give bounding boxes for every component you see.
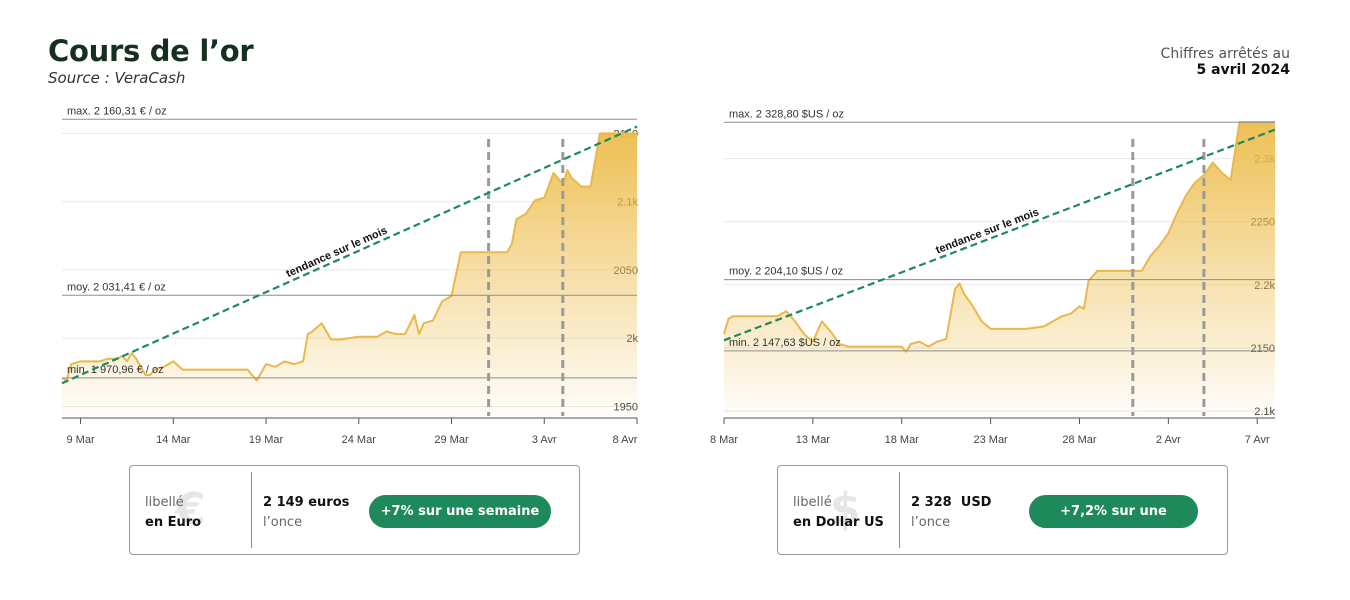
price-area (62, 133, 637, 418)
x-tick-label: 18 Mar (885, 434, 920, 446)
euro-icon: € (175, 484, 206, 535)
card-label-currency: en Euro (145, 515, 202, 530)
as-of-label: Chiffres arrêtés au (1160, 46, 1290, 62)
card-label-top: libellé (793, 495, 832, 510)
trend-label: tendance sur le mois (284, 225, 389, 281)
x-tick-label: 2 Avr (1156, 434, 1181, 446)
page-title: Cours de l’or (48, 34, 254, 68)
card-price-unit: l’once (911, 515, 951, 530)
card-price: 2 149 euros l’once (263, 493, 349, 533)
x-tick-label: 29 Mar (434, 434, 469, 446)
card-label-currency: en Dollar US (793, 515, 884, 530)
reference-label: max. 2 160,31 € / oz (67, 105, 167, 117)
gold-price-charts: 19502k20502.1k2150max. 2 160,31 € / ozmo… (61, 105, 1276, 446)
summary-card-usd: $ libellé en Dollar US 2 328 USD l’once … (777, 465, 1228, 555)
price-line (723, 121, 1275, 353)
chart-euro: 19502k20502.1k2150max. 2 160,31 € / ozmo… (61, 105, 638, 446)
card-price-value: 2 149 euros (263, 495, 350, 510)
reference-label: min. 1 970,96 € / oz (67, 364, 164, 376)
dollar-icon: $ (830, 484, 861, 535)
weekly-change-badge: +7% sur une semaine (369, 495, 551, 528)
x-tick-label: 19 Mar (249, 434, 284, 446)
x-tick-label: 8 Mar (710, 434, 738, 446)
x-tick-label: 24 Mar (342, 434, 377, 446)
card-label: libellé en Euro (145, 493, 201, 533)
reference-label: moy. 2 204,10 $US / oz (729, 266, 843, 278)
reference-label: moy. 2 031,41 € / oz (67, 281, 166, 293)
x-tick-label: 3 Avr (532, 434, 557, 446)
reference-label: max. 2 328,80 $US / oz (729, 108, 844, 120)
source-note: Source : VeraCash (48, 69, 186, 87)
card-price-unit: l’once (263, 515, 303, 530)
x-tick-label: 13 Mar (796, 434, 831, 446)
card-price: 2 328 USD l’once (911, 493, 991, 533)
x-tick-label: 8 Avr (613, 434, 638, 446)
x-tick-label: 14 Mar (156, 434, 191, 446)
trend-label: tendance sur le mois (934, 206, 1041, 256)
x-tick-label: 28 Mar (1062, 434, 1097, 446)
as-of-note: Chiffres arrêtés au 5 avril 2024 (1161, 46, 1290, 78)
card-price-value: 2 328 USD (911, 495, 992, 510)
card-label-top: libellé (145, 495, 184, 510)
as-of-date: 5 avril 2024 (1196, 62, 1290, 78)
price-line (61, 132, 637, 382)
x-tick-label: 7 Avr (1245, 434, 1270, 446)
weekly-change-badge: +7,2% sur une semaine (1029, 495, 1198, 552)
trend-line (61, 125, 638, 385)
reference-label: min. 2 147,63 $US / oz (729, 337, 841, 349)
chart-usd: 2.1k21502.2k22502.3kmax. 2 328,80 $US / … (710, 108, 1276, 446)
card-label: libellé en Dollar US (793, 493, 884, 533)
x-tick-label: 23 Mar (973, 434, 1008, 446)
summary-card-euro: € libellé en Euro 2 149 euros l’once +7%… (129, 465, 580, 555)
x-tick-label: 9 Mar (66, 434, 94, 446)
card-divider (899, 472, 900, 548)
card-divider (251, 472, 252, 548)
price-area (724, 122, 1275, 418)
